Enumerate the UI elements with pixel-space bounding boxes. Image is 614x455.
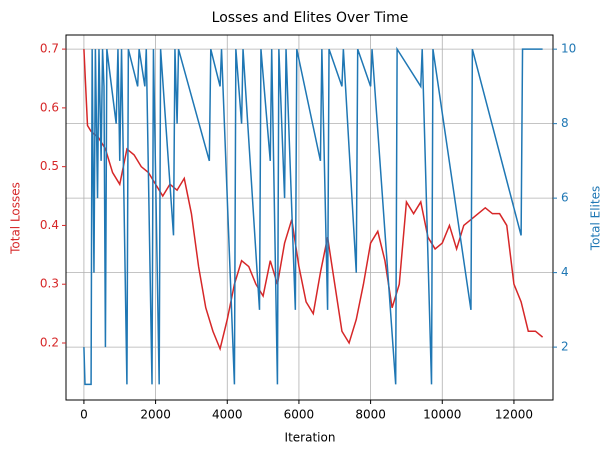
x-tick-label: 0 xyxy=(80,408,88,422)
y2-tick-label: 6 xyxy=(561,191,569,205)
plot-frame xyxy=(65,34,554,401)
x-tick-label: 12000 xyxy=(495,408,533,422)
x-tick-label: 6000 xyxy=(284,408,315,422)
y2-axis-label: Total Elites xyxy=(589,186,603,251)
y2-tick-label: 4 xyxy=(561,265,569,279)
y-tick-label: 0.6 xyxy=(40,100,59,114)
y2-tick-label: 2 xyxy=(561,340,569,354)
chart-title: Losses and Elites Over Time xyxy=(212,10,409,26)
y-tick-label: 0.4 xyxy=(40,218,59,232)
x-tick-label: 10000 xyxy=(423,408,461,422)
y-tick-label: 0.2 xyxy=(40,335,59,349)
data-line xyxy=(83,46,543,386)
y2-tick-label: 8 xyxy=(561,116,569,130)
x-axis-label: Iteration xyxy=(285,431,336,445)
y-tick-label: 0.3 xyxy=(40,277,59,291)
data-line xyxy=(83,49,544,352)
y-tick-label: 0.5 xyxy=(40,159,59,173)
y-axis-label: Total Losses xyxy=(9,182,23,255)
y-tick-label: 0.7 xyxy=(40,42,59,56)
x-tick-label: 4000 xyxy=(212,408,243,422)
x-tick-label: 2000 xyxy=(140,408,171,422)
y2-tick-label: 10 xyxy=(561,42,576,56)
x-tick-label: 8000 xyxy=(355,408,386,422)
